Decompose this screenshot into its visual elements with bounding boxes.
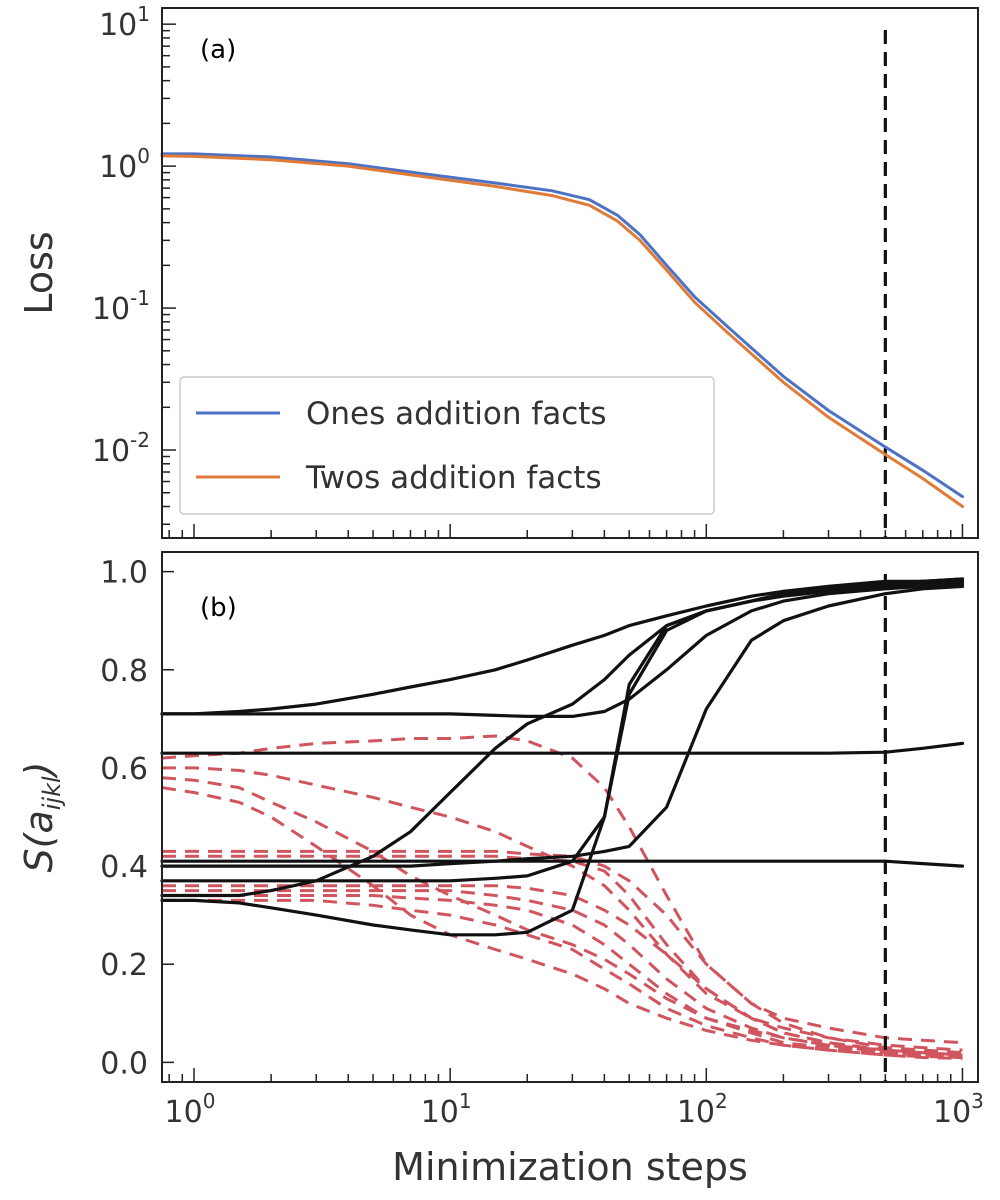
dashed-series-line-4	[162, 849, 963, 1055]
panel-a-label: (a)	[200, 35, 236, 65]
y-tick-label: 10-2	[92, 428, 150, 469]
dashed-series-line-8	[162, 894, 963, 1059]
x-tick-base: 10	[165, 1095, 203, 1130]
y-tick-label: 0.0	[100, 1046, 148, 1081]
x-tick-label: 101	[421, 1089, 472, 1130]
solid-series-line-0	[160, 579, 965, 716]
panel-a-legend: Ones addition facts Twos addition facts	[179, 376, 715, 515]
y-tick-base: 10	[92, 434, 130, 469]
x-tick-label: 100	[165, 1089, 216, 1130]
solid-series-line-5	[160, 579, 965, 883]
solid-series-line-1	[160, 582, 965, 718]
panel-a-frame	[161, 7, 979, 539]
dashed-series-line-9	[162, 898, 963, 1060]
y-tick-label: 100	[99, 144, 150, 185]
x-tick-exponent: 3	[971, 1089, 984, 1113]
y-tick-label: 0.8	[100, 654, 148, 689]
panel-a-y-axis-label: Loss	[17, 231, 61, 314]
panel-b-y-axis-label: S(aijkl)	[17, 762, 66, 873]
loss-series-line-1	[160, 154, 964, 508]
y-tick-base: 10	[92, 292, 130, 327]
loss-series-line-0	[160, 152, 964, 499]
y-tick-exponent: 0	[137, 144, 150, 168]
dashed-series-line-0	[161, 734, 963, 1045]
panel-b-frame	[161, 551, 979, 1083]
y-tick-label: 0.2	[100, 948, 148, 983]
y-tick-label: 101	[99, 2, 150, 43]
x-tick-label: 103	[933, 1089, 984, 1130]
legend-entry-ones: Ones addition facts	[306, 396, 607, 432]
y-label-main: S(a	[17, 810, 61, 872]
panel-b-label: (b)	[200, 593, 237, 623]
y-tick-label: 0.4	[100, 850, 148, 885]
x-tick-base: 10	[421, 1095, 459, 1130]
y-tick-label: 10-1	[92, 286, 150, 327]
dashed-series-line-1	[162, 766, 963, 1052]
solid-series-line-4	[160, 584, 965, 868]
y-tick-exponent: 1	[137, 2, 150, 26]
y-tick-label: 0.6	[100, 752, 148, 787]
dashed-series-line-7	[162, 889, 963, 1059]
x-tick-exponent: 1	[459, 1089, 472, 1113]
legend-entry-twos: Twos addition facts	[305, 460, 602, 496]
solid-series-line-7	[160, 577, 965, 937]
y-tick-base: 10	[99, 150, 137, 185]
y-tick-base: 10	[99, 8, 137, 43]
y-label-close: )	[17, 762, 61, 780]
x-tick-exponent: 2	[715, 1089, 728, 1113]
y-label-subscript: ijkl	[38, 776, 66, 810]
solid-series-line-2	[160, 741, 965, 755]
panel-a-series	[160, 152, 964, 508]
panel-b-x-axis-label: Minimization steps	[392, 1145, 748, 1189]
solid-series-line-6	[160, 577, 965, 898]
x-tick-label: 102	[677, 1089, 728, 1130]
panel-b-series	[160, 577, 965, 1060]
x-tick-exponent: 0	[203, 1089, 216, 1113]
y-tick-exponent: -2	[130, 428, 150, 452]
x-tick-base: 10	[677, 1095, 715, 1130]
x-tick-base: 10	[933, 1095, 971, 1130]
dashed-series-line-2	[161, 776, 963, 1057]
y-tick-label: 1.0	[100, 556, 148, 591]
y-tick-exponent: -1	[130, 286, 150, 310]
legend-box	[179, 376, 715, 515]
